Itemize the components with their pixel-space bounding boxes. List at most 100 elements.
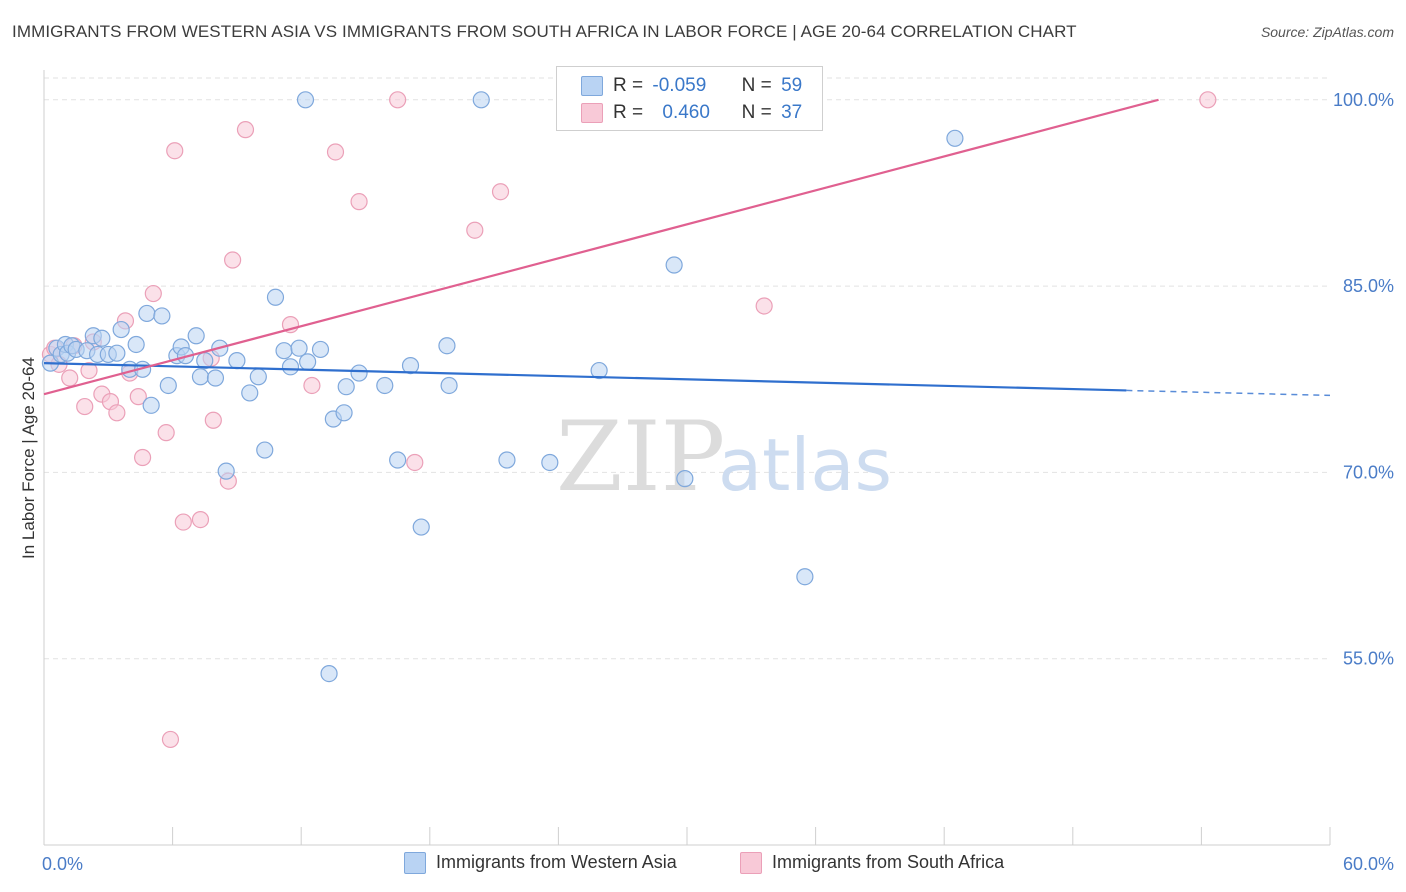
south-africa-point: [466, 221, 484, 239]
legend-label-south-africa: Immigrants from South Africa: [772, 852, 1005, 872]
western-asia-trend-line: [43, 362, 1127, 392]
legend-n-value: 37: [781, 102, 803, 123]
western-asia-point: [290, 339, 308, 357]
legend-n-value: 59: [781, 75, 803, 96]
legend-swatch-pink: [581, 102, 603, 123]
western-asia-point: [249, 368, 267, 386]
south-africa-point: [491, 183, 510, 201]
western-asia-point: [108, 344, 126, 362]
south-africa-point: [204, 411, 222, 429]
western-asia-point: [350, 364, 368, 382]
south-africa-trend-line: [43, 98, 1159, 396]
legend-r-label: R =: [613, 75, 644, 96]
western-asia-point: [275, 342, 293, 360]
south-africa-point: [133, 448, 152, 467]
south-africa-point: [303, 376, 321, 395]
south-africa-point: [755, 297, 773, 315]
western-asia-point: [153, 307, 171, 325]
x-tick-label-max: 60.0%: [1343, 854, 1394, 874]
western-asia-point: [138, 304, 156, 323]
western-asia-point: [228, 352, 246, 370]
y-tick-label: 70.0%: [1343, 462, 1394, 482]
western-asia-point: [665, 256, 683, 274]
western-asia-point: [266, 288, 285, 306]
watermark-atlas: atlas: [718, 423, 892, 507]
legend-row-south-africa: R = 0.460 N = 37: [581, 102, 802, 126]
western-asia-point: [541, 453, 559, 472]
western-asia-point: [438, 337, 456, 355]
western-asia-point: [112, 320, 130, 339]
western-asia-point: [401, 356, 420, 375]
axes: [43, 70, 1331, 846]
legend-row-western-asia: R = -0.059 N = 59: [581, 75, 802, 99]
western-asia-point: [206, 369, 225, 387]
south-africa-point: [389, 91, 407, 109]
south-africa-point: [108, 404, 126, 422]
western-asia-point: [217, 462, 235, 480]
legend-item-south-africa[interactable]: Immigrants from South Africa: [740, 852, 1005, 875]
western-asia-point: [796, 568, 814, 586]
western-asia-point: [311, 340, 330, 359]
western-asia-point: [142, 396, 160, 414]
western-asia-trend-extension: [1126, 389, 1331, 397]
legend-swatch-pink: [740, 852, 762, 875]
western-asia-point: [191, 368, 210, 386]
x-tick-label-min: 0.0%: [42, 854, 83, 874]
western-asia-point: [676, 470, 694, 488]
western-asia-point: [127, 335, 145, 354]
source-credit: Source: ZipAtlas.com: [1260, 24, 1394, 40]
western-asia-point: [296, 91, 315, 109]
western-asia-point: [337, 378, 355, 396]
legend-r-value: -0.059: [652, 75, 707, 96]
y-axis-title: In Labor Force | Age 20-64: [19, 357, 38, 559]
south-africa-point: [1199, 91, 1217, 109]
western-asia-point: [93, 329, 111, 347]
legend-item-western-asia[interactable]: Immigrants from Western Asia: [404, 852, 677, 875]
legend-n-label: N =: [741, 75, 772, 96]
south-africa-point: [224, 251, 242, 269]
western-asia-points: [41, 91, 964, 683]
south-africa-point: [76, 397, 94, 416]
south-africa-point: [406, 453, 424, 472]
correlation-legend: R = -0.059 N = 59 R = 0.460 N = 37: [556, 66, 823, 131]
chart-title: IMMIGRANTS FROM WESTERN ASIA VS IMMIGRAN…: [12, 22, 1077, 41]
south-africa-point: [129, 388, 147, 406]
western-asia-point: [159, 376, 177, 395]
south-africa-point: [166, 142, 184, 160]
south-africa-point: [326, 143, 345, 161]
western-asia-point: [241, 384, 259, 402]
watermark: ZIP atlas: [556, 401, 892, 513]
western-asia-point: [946, 129, 964, 147]
western-asia-point: [440, 376, 458, 395]
trend-lines: [43, 98, 1331, 397]
south-africa-point: [161, 730, 180, 749]
western-asia-point: [281, 358, 300, 376]
south-africa-point: [350, 193, 368, 211]
western-asia-point: [590, 361, 608, 380]
western-asia-point: [412, 518, 430, 536]
western-asia-point: [335, 404, 353, 422]
y-tick-label: 100.0%: [1333, 90, 1394, 110]
western-asia-point: [299, 353, 317, 371]
western-asia-point: [498, 451, 516, 469]
south-africa-point: [80, 361, 98, 380]
legend-r-value: 0.460: [662, 102, 710, 123]
south-africa-point: [191, 510, 210, 529]
legend-swatch-blue: [581, 75, 603, 96]
western-asia-point: [187, 327, 205, 345]
legend-n-label: N =: [741, 102, 772, 123]
south-africa-point: [157, 424, 175, 442]
watermark-zip: ZIP: [556, 401, 725, 513]
western-asia-point: [256, 441, 274, 459]
western-asia-point: [389, 451, 407, 469]
y-tick-labels: 55.0% 70.0% 85.0% 100.0%: [1333, 90, 1394, 669]
legend-r-label: R =: [613, 102, 644, 123]
y-tick-label: 85.0%: [1343, 276, 1394, 296]
legend-swatch-blue: [404, 852, 426, 875]
south-africa-point: [236, 121, 255, 139]
legend-label-western-asia: Immigrants from Western Asia: [436, 852, 677, 872]
y-tick-label: 55.0%: [1343, 649, 1394, 669]
south-africa-point: [174, 513, 192, 531]
western-asia-point: [472, 91, 490, 109]
